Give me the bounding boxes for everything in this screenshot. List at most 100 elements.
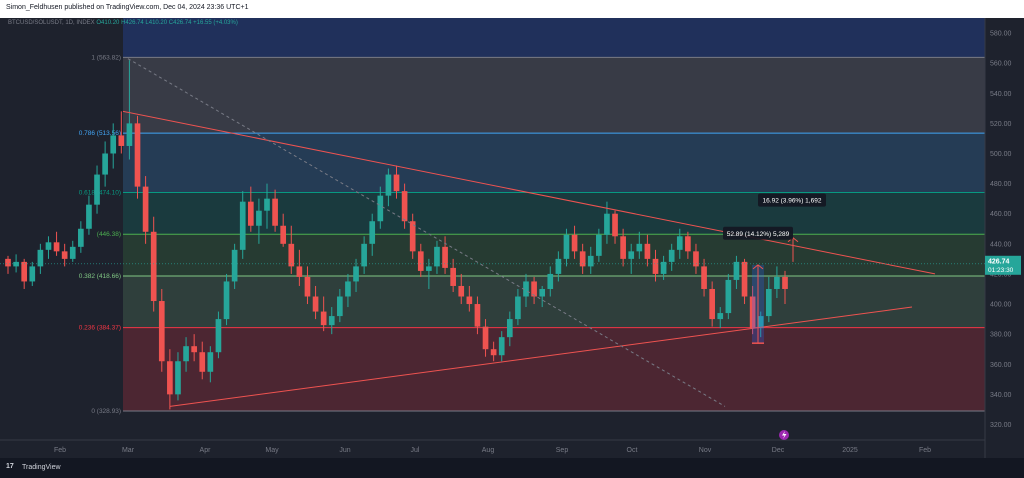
candle-body xyxy=(749,296,756,329)
fib-zone-1 xyxy=(123,57,985,134)
dashed-trendline[interactable] xyxy=(127,58,726,407)
candle-body xyxy=(126,123,133,146)
fib-zone-0.786 xyxy=(123,133,985,193)
candle-body xyxy=(256,210,262,226)
candle xyxy=(272,189,278,232)
candle-body xyxy=(312,296,319,312)
publish-header: Simon_Feldhusen published on TradingView… xyxy=(0,0,1024,18)
candle xyxy=(94,165,100,214)
y-tick-label: 520.00 xyxy=(990,121,1012,128)
candle xyxy=(765,276,772,323)
candle xyxy=(312,285,319,320)
footer-brand: TradingView xyxy=(22,464,61,471)
candle-body xyxy=(587,255,594,267)
candle-body xyxy=(175,361,181,395)
candle-body xyxy=(304,276,311,297)
candle xyxy=(401,183,408,229)
y-tick-label: 580.00 xyxy=(990,31,1012,38)
candle-body xyxy=(377,195,384,222)
candle-body xyxy=(78,228,84,247)
candle-body xyxy=(239,201,246,250)
candle-body xyxy=(498,337,505,356)
candle xyxy=(741,258,748,305)
candle-body xyxy=(21,261,28,282)
candle xyxy=(393,165,400,199)
ascending-trendline[interactable] xyxy=(169,306,913,407)
candle xyxy=(126,60,133,160)
candle-body xyxy=(466,296,473,305)
candle xyxy=(377,186,384,229)
candle xyxy=(280,213,287,247)
candle-body xyxy=(328,316,335,326)
candle-body xyxy=(604,213,610,235)
y-tick-label: 360.00 xyxy=(990,362,1012,369)
measure-arrow-icon xyxy=(752,264,764,270)
candle xyxy=(45,236,52,259)
candle xyxy=(782,270,788,305)
candle xyxy=(693,243,699,274)
candle-body xyxy=(741,261,748,297)
candle xyxy=(78,221,84,253)
x-tick-label: Feb xyxy=(919,447,931,454)
candle-body xyxy=(474,304,481,327)
candle-body xyxy=(183,346,189,362)
candle xyxy=(215,311,222,359)
candle-body xyxy=(531,281,537,297)
candle-body xyxy=(523,281,529,297)
candle xyxy=(239,191,246,259)
candle xyxy=(69,240,76,262)
candle xyxy=(37,243,44,274)
candle-body xyxy=(385,174,392,196)
candle-body xyxy=(693,251,699,267)
candle-body xyxy=(215,319,222,353)
published-text: Simon_Feldhusen published on TradingView… xyxy=(6,4,249,11)
candle-body xyxy=(442,246,448,268)
fibonacci-retracement[interactable]: 1 (563.82)0.786 (513.56)0.618 (474.10)(4… xyxy=(79,18,985,415)
symbol-legend[interactable]: BTCUSD/SOLUSDT, 1D, INDEX O410.20 H426.7… xyxy=(8,20,238,26)
candle xyxy=(5,255,11,274)
fib-label-0: 0 (328.93) xyxy=(91,408,121,415)
candle-body xyxy=(86,204,92,229)
axes: 320.00 340.00 360.00 380.00 400.00 420.00 440.… xyxy=(0,18,1021,458)
candle xyxy=(158,288,165,372)
candle xyxy=(247,186,254,232)
measure-tool[interactable]: 52.89 (14.12%) 5,289 16.92 (3.96%) 1,692 xyxy=(723,193,826,344)
candle xyxy=(571,225,578,259)
candle-body xyxy=(361,243,367,267)
candle-body xyxy=(272,198,278,226)
candle xyxy=(531,276,537,305)
candle xyxy=(749,285,756,335)
fib-label-1: 1 (563.82) xyxy=(91,54,121,61)
candle-body xyxy=(207,352,214,372)
candle-body xyxy=(571,234,578,252)
candle-body xyxy=(506,319,513,338)
symbol-name: BTCUSD/SOLUSDT, 1D, INDEX xyxy=(8,20,95,26)
measure-label-box xyxy=(723,226,793,240)
candle xyxy=(296,249,303,286)
trendlines[interactable] xyxy=(122,58,936,407)
candle-body xyxy=(636,243,643,252)
footer-bar: 17 TradingView xyxy=(0,458,1024,478)
candle xyxy=(110,123,117,169)
candle xyxy=(264,183,270,229)
candles xyxy=(5,60,788,410)
candle xyxy=(288,225,295,274)
candle-body xyxy=(199,352,206,372)
candle-body xyxy=(612,213,618,237)
candle xyxy=(587,246,594,274)
x-tick-label: Aug xyxy=(482,447,495,454)
candle-body xyxy=(29,266,36,282)
candle-body xyxy=(417,251,424,271)
candle xyxy=(167,349,173,410)
y-tick-label: 340.00 xyxy=(990,392,1012,399)
y-tick-label: 560.00 xyxy=(990,61,1012,68)
candle xyxy=(506,311,513,347)
candle-body xyxy=(134,123,141,187)
candle xyxy=(482,319,489,357)
candle xyxy=(466,285,473,312)
descending-trendline[interactable] xyxy=(122,110,936,275)
candle-body xyxy=(158,301,165,362)
candle xyxy=(304,266,311,305)
candle-body xyxy=(296,266,303,277)
